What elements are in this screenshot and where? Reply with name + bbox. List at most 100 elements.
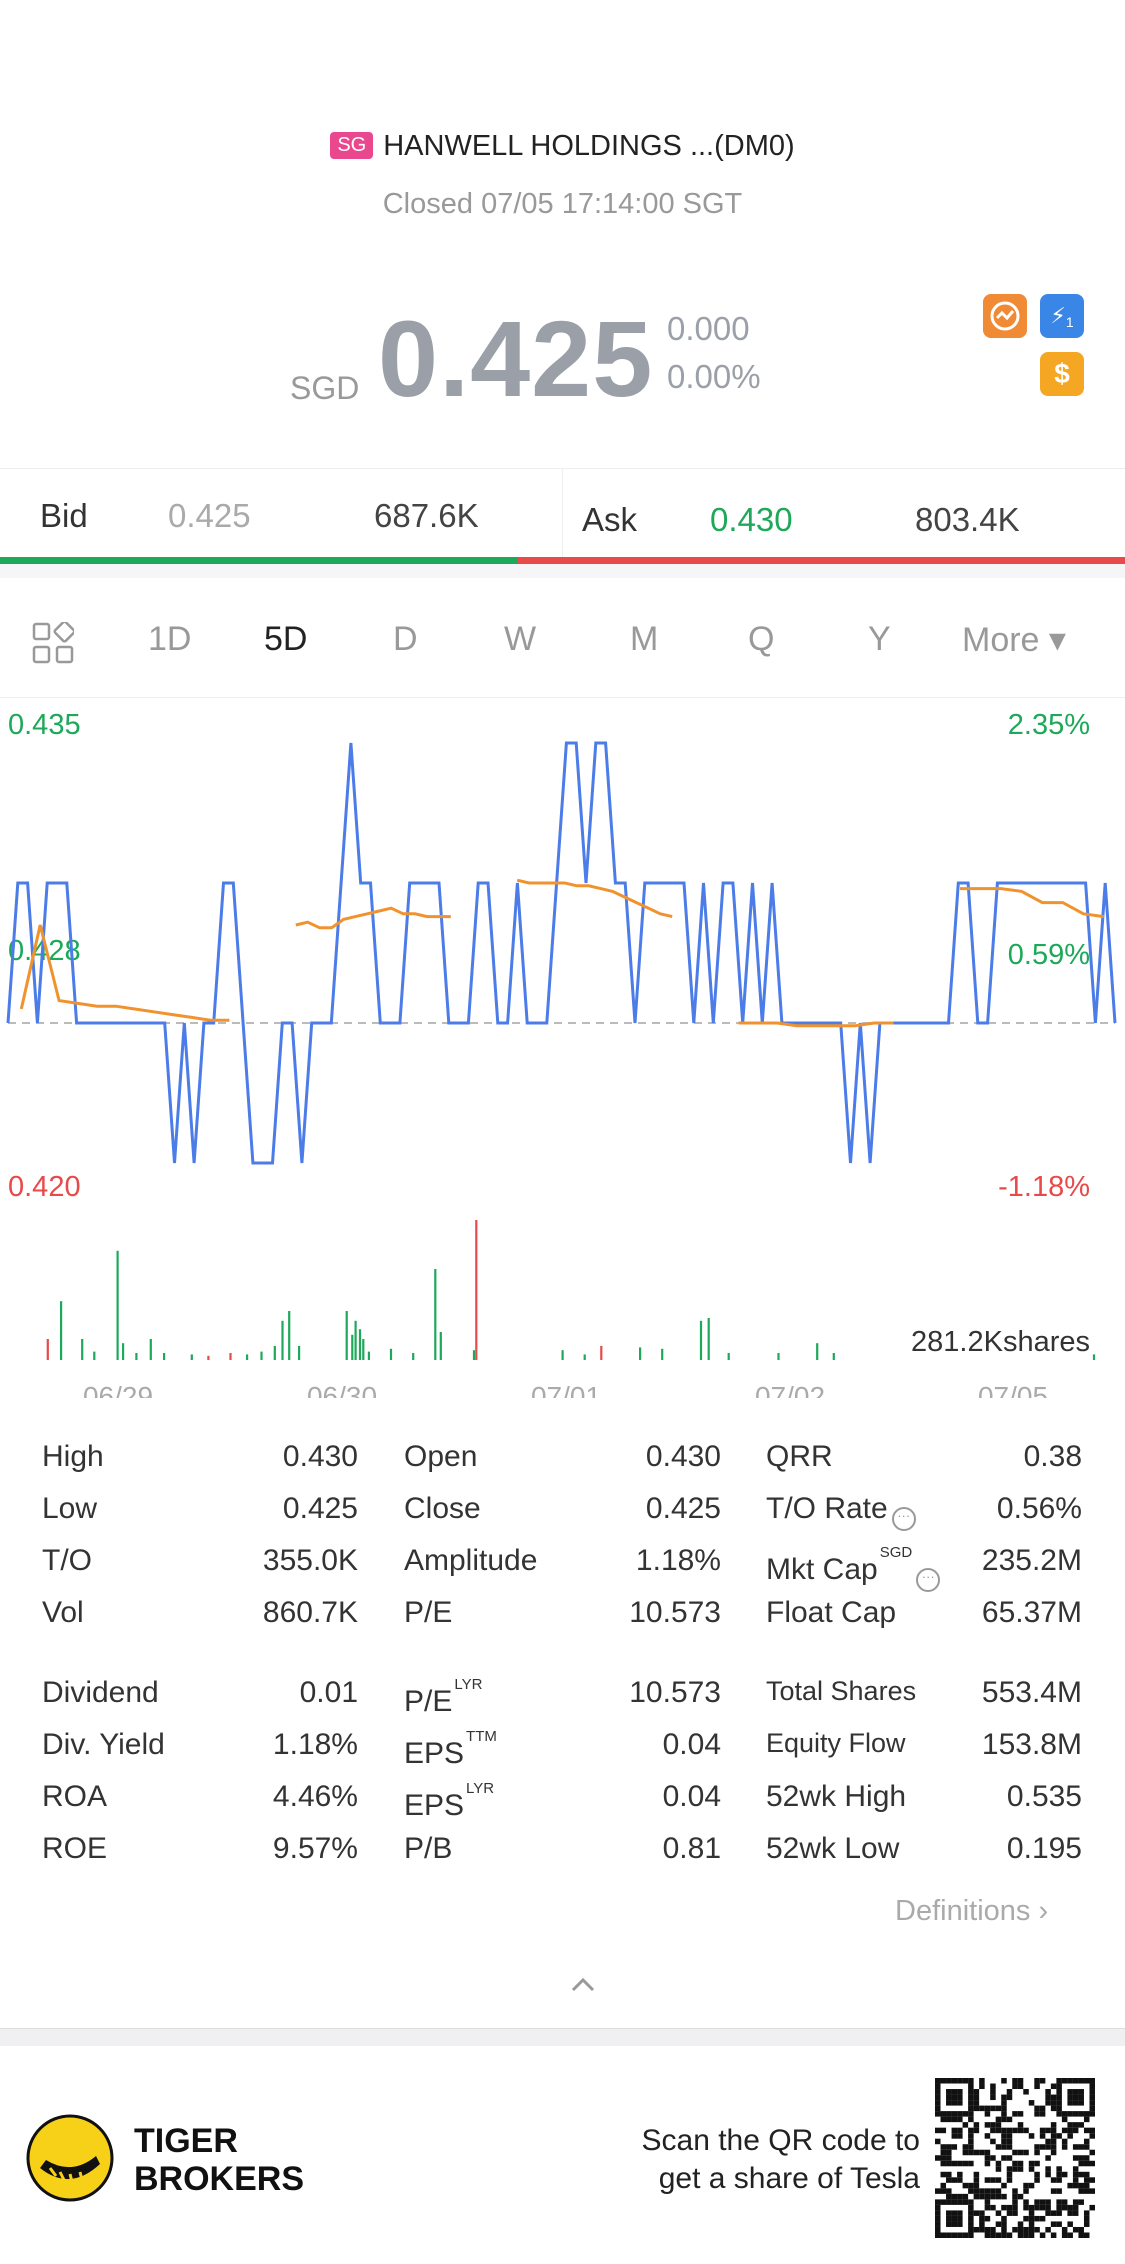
stat-label-col3-4: Total Shares [766,1676,917,1706]
volume-bar [600,1346,603,1360]
volume-bar [298,1346,301,1360]
ask-size: 803.4K [915,501,1020,538]
avg-line-day-4 [738,1021,894,1028]
x-axis-label: 07/01 [531,1381,601,1398]
x-axis-labels: 06/29 06/30 07/01 07/02 07/05 [83,1381,1048,1398]
volume-bar [354,1320,357,1360]
scan-text-line2: get a share of Tesla [658,2162,920,2195]
volume-bar [777,1353,780,1360]
promo-footer: TIGER BROKERS Scan the QR code to get a … [0,2046,1125,2264]
tab-y[interactable]: Y [868,620,891,658]
stat-value-col3-6: 0.535 [1006,1780,1082,1813]
tab-more[interactable]: More ▾ [962,621,1066,659]
stat-label-col2-0: Open [404,1440,478,1473]
stat-label-col2-5: EPSTTM [404,1728,497,1770]
stat-value-col1-0: 0.430 [282,1440,358,1473]
volume-bar [832,1353,835,1360]
price-change: 0.000 [667,310,750,347]
stat-value-col3-2: 235.2M [981,1544,1082,1577]
volume-bar [661,1348,664,1360]
stat-label-col3-5: Equity Flow [766,1728,906,1758]
quote-header: SG HANWELL HOLDINGS ...(DM0) Closed 07/05… [0,0,1125,470]
info-dots-icon[interactable]: ··· [916,1568,941,1592]
collapse-caret-icon[interactable] [570,1972,596,1998]
stat-sup: LYR [466,1780,495,1797]
stat-value-col3-0: 0.38 [1023,1440,1082,1473]
price-label-high: 0.435 [8,709,81,741]
info-dots-icon[interactable]: ··· [891,1507,916,1531]
stat-value-col3-3: 65.37M [981,1596,1082,1629]
tiger-logo-icon [26,2114,114,2202]
stat-value-col2-0: 0.430 [645,1440,721,1473]
ask-price: 0.430 [710,501,793,538]
dollar-icon[interactable]: $ [1040,352,1084,396]
volume-bar [351,1334,354,1360]
avg-line-day-5 [960,887,1105,919]
volume-bar [412,1353,415,1360]
stat-value-col3-1: 0.56% [996,1492,1082,1525]
section-gap [0,564,1125,578]
market-status: Closed 07/05 17:14:00 SGT [382,188,743,220]
tab-5d[interactable]: 5D [264,620,308,658]
tab-q[interactable]: Q [748,620,775,658]
stat-value-col2-7: 0.81 [662,1832,721,1865]
stat-label-col1-6: ROA [42,1780,108,1813]
market-badge: SG [330,132,374,159]
x-axis-label: 06/29 [83,1381,153,1398]
ask-ratio-bar [517,557,1125,564]
stat-value-col2-4: 10.573 [629,1676,721,1709]
tab-w[interactable]: W [504,620,537,658]
volume-bar [699,1320,703,1360]
bid-ask-panel: Bid 0.425 687.6K Ask 0.430 803.4K [0,468,1125,564]
stat-value-col1-2: 355.0K [262,1544,358,1577]
volume-bar [439,1332,442,1360]
avg-line-day-2 [295,906,451,930]
stat-label-col1-7: ROE [42,1832,108,1865]
qr-code-icon[interactable] [935,2078,1095,2238]
volume-bar [727,1353,730,1360]
bid-ask-divider [562,469,563,557]
chevron-right-icon: › [1038,1895,1049,1927]
currency-label: SGD [290,370,360,406]
stat-label-col3-1: T/O Rate ··· [766,1492,916,1531]
stat-value-col1-4: 0.01 [299,1676,358,1709]
stat-label-col2-7: P/B [404,1832,453,1865]
volume-bar [46,1339,49,1360]
stat-label-col2-3: P/E [404,1596,453,1629]
volume-bar [135,1353,138,1360]
intraday-chart[interactable]: 0.435 0.428 0.420 2.35% 0.59% -1.18% 281… [0,698,1125,1398]
layout-grid-icon[interactable] [32,622,74,664]
volume-bar [116,1250,119,1360]
volume-bar [149,1339,152,1360]
volume-bar [367,1351,370,1360]
stat-value-col3-5: 153.8M [981,1728,1082,1761]
stat-value-col2-6: 0.04 [662,1780,721,1813]
definitions-link[interactable]: Definitions › [895,1895,1048,1928]
x-axis-label: 07/05 [978,1381,1048,1398]
x-axis-label: 07/02 [755,1381,825,1398]
volume-bar [122,1343,125,1360]
orange-chart-icon[interactable] [983,294,1027,338]
stat-label-col1-5: Div. Yield [42,1728,165,1761]
stat-label-col3-0: QRR [766,1440,833,1473]
stat-value-col2-1: 0.425 [645,1492,721,1525]
stat-sup: TTM [466,1728,497,1745]
bid-ratio-bar [0,557,518,564]
stat-value-col2-2: 1.18% [635,1544,721,1577]
x-axis-label: 06/30 [307,1381,377,1398]
tab-1d[interactable]: 1D [148,620,192,658]
volume-bar [207,1355,210,1360]
volume-bar [707,1318,710,1360]
stat-label-col3-7: 52wk Low [766,1832,900,1865]
volume-bar [190,1354,193,1360]
stat-value-col1-3: 860.7K [262,1596,358,1629]
lightning-icon[interactable]: ⚡1 [1040,294,1084,338]
tab-m[interactable]: M [630,620,659,658]
stat-label-col3-6: 52wk High [766,1780,907,1813]
price-line [6,741,1117,1165]
avg-line-day-3 [516,878,673,919]
tab-d[interactable]: D [393,620,418,658]
lightning-icon-label: 1 [1065,314,1074,330]
volume-bar [358,1329,362,1360]
stat-value-col1-7: 9.57% [272,1832,358,1865]
